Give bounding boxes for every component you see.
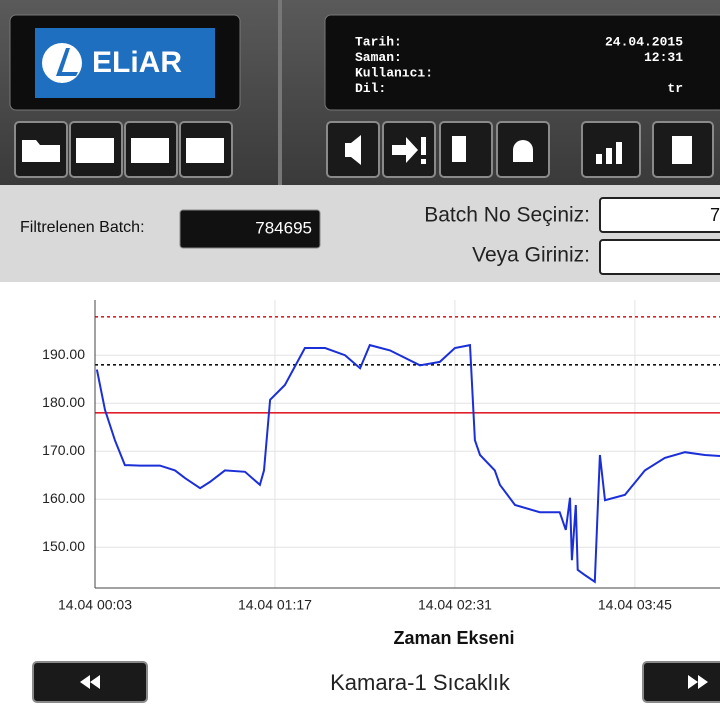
- info-label: Tarih:: [355, 34, 402, 49]
- x-axis-label: Zaman Ekseni: [393, 628, 514, 648]
- select-input[interactable]: [599, 197, 720, 233]
- info-label: Dil:: [355, 81, 386, 96]
- info-value: tr: [667, 81, 683, 96]
- x-tick-label: 14.04 02:31: [418, 597, 492, 613]
- y-tick-label: 150.00: [42, 538, 85, 554]
- logo-text: ELiAR: [92, 46, 182, 79]
- enter-input[interactable]: [599, 239, 720, 275]
- logo-glyph: [56, 48, 78, 76]
- select-label: Batch No Seçiniz:: [424, 204, 590, 227]
- select-value: 7: [710, 205, 720, 225]
- y-tick-label: 160.00: [42, 490, 85, 506]
- info-label: Saman:: [355, 50, 402, 65]
- info-value: 12:31: [644, 50, 683, 65]
- filter-box: [179, 209, 321, 249]
- data-line: [95, 343, 720, 584]
- y-tick-label: 180.00: [42, 394, 85, 410]
- filter-label: Filtrelenen Batch:: [20, 219, 145, 236]
- y-tick-label: 190.00: [42, 346, 85, 362]
- x-tick-label: 14.04 03:45: [598, 597, 672, 613]
- next-button[interactable]: [642, 661, 720, 703]
- x-tick-label: 14.04 01:17: [238, 597, 312, 613]
- enter-label: Veya Giriniz:: [472, 244, 590, 267]
- info-label: Kullanıcı:: [355, 65, 433, 80]
- prev-button[interactable]: [32, 661, 148, 703]
- info-value: 24.04.2015: [605, 34, 683, 49]
- y-tick-label: 170.00: [42, 442, 85, 458]
- x-tick-label: 14.04 00:03: [58, 597, 132, 613]
- filter-value: 784695: [255, 218, 312, 237]
- toolbar-buttons[interactable]: [14, 121, 714, 178]
- info-panel: [324, 14, 720, 111]
- divider: [278, 0, 282, 185]
- chart-title: Kamara-1 Sıcaklık: [330, 670, 511, 695]
